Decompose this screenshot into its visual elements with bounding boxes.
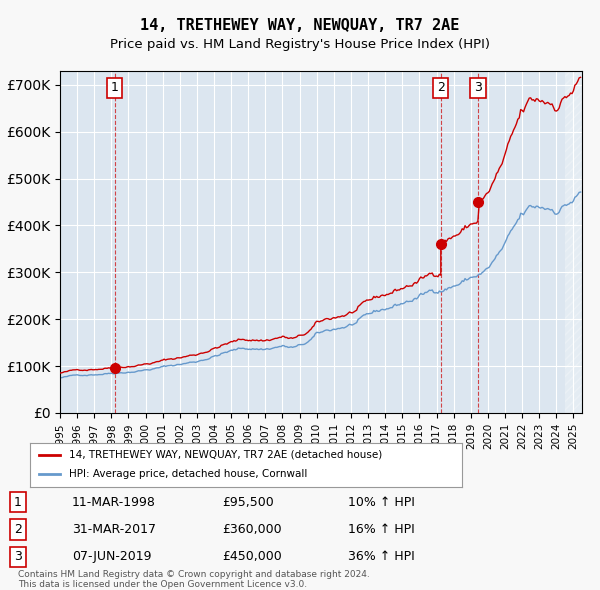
Text: £360,000: £360,000	[222, 523, 281, 536]
Text: Contains HM Land Registry data © Crown copyright and database right 2024.: Contains HM Land Registry data © Crown c…	[18, 571, 370, 579]
Text: HPI: Average price, detached house, Cornwall: HPI: Average price, detached house, Corn…	[69, 470, 307, 479]
Text: 1: 1	[14, 496, 22, 509]
Text: £450,000: £450,000	[222, 550, 282, 563]
Text: 07-JUN-2019: 07-JUN-2019	[72, 550, 151, 563]
Text: 36% ↑ HPI: 36% ↑ HPI	[348, 550, 415, 563]
Text: 16% ↑ HPI: 16% ↑ HPI	[348, 523, 415, 536]
Text: 10% ↑ HPI: 10% ↑ HPI	[348, 496, 415, 509]
Text: 1: 1	[110, 81, 119, 94]
Text: 3: 3	[474, 81, 482, 94]
Text: Price paid vs. HM Land Registry's House Price Index (HPI): Price paid vs. HM Land Registry's House …	[110, 38, 490, 51]
Text: £95,500: £95,500	[222, 496, 274, 509]
Text: 14, TRETHEWEY WAY, NEWQUAY, TR7 2AE (detached house): 14, TRETHEWEY WAY, NEWQUAY, TR7 2AE (det…	[69, 450, 382, 460]
Text: 2: 2	[437, 81, 445, 94]
Text: 14, TRETHEWEY WAY, NEWQUAY, TR7 2AE: 14, TRETHEWEY WAY, NEWQUAY, TR7 2AE	[140, 18, 460, 32]
Text: 31-MAR-2017: 31-MAR-2017	[72, 523, 156, 536]
Text: 2: 2	[14, 523, 22, 536]
Text: 11-MAR-1998: 11-MAR-1998	[72, 496, 156, 509]
Text: 3: 3	[14, 550, 22, 563]
Text: This data is licensed under the Open Government Licence v3.0.: This data is licensed under the Open Gov…	[18, 580, 307, 589]
